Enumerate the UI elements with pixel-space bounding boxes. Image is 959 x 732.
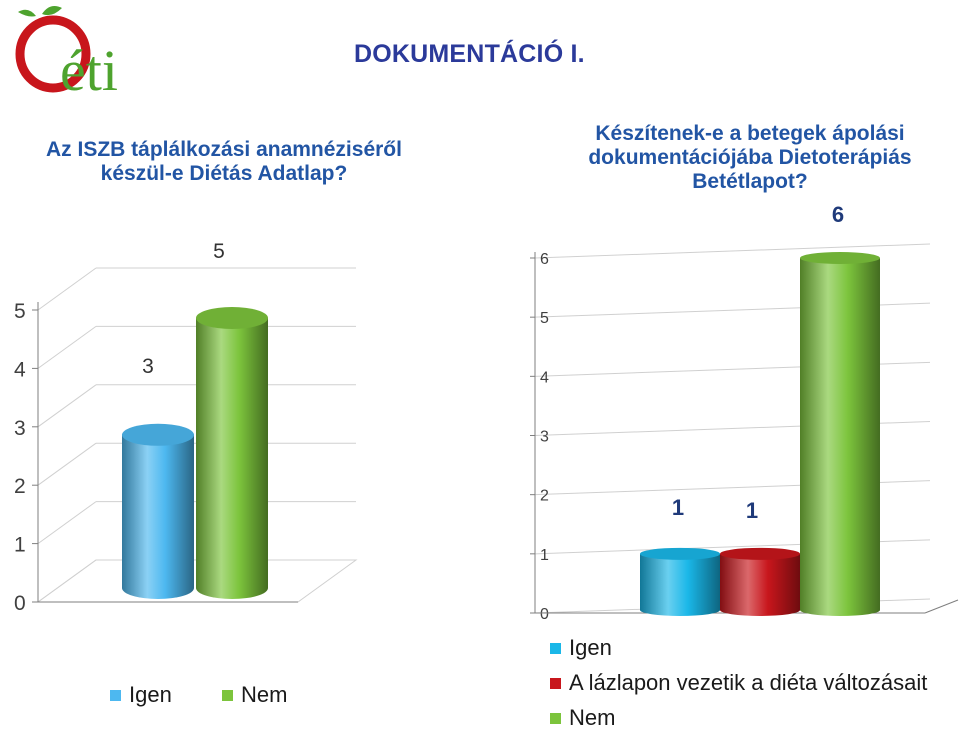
legend-swatch: [550, 642, 561, 654]
data-label: 6: [832, 202, 844, 227]
bar-a: [720, 547, 800, 616]
y-tick-label: 0: [14, 592, 26, 615]
chart1-title: Az ISZB táplálkozási anamnéziséről készü…: [46, 138, 402, 185]
legend-item: Igen: [110, 682, 172, 708]
bar-nem: [800, 252, 880, 616]
legend-label: A lázlapon vezetik a diéta változásait: [569, 670, 928, 695]
bar-top: [122, 423, 194, 446]
legend-swatch: [550, 712, 561, 724]
y-tick-label: 0: [540, 606, 549, 623]
bar-nem: [196, 307, 268, 599]
gridline-side: [37, 267, 97, 311]
legend-label: Igen: [129, 682, 172, 707]
bar-top: [720, 547, 800, 560]
bar-body: [122, 434, 194, 599]
y-tick-label: 5: [14, 300, 26, 323]
chart2-title: Készítenek-e a betegek ápolási dokumentá…: [588, 122, 912, 193]
legend-swatch: [550, 677, 561, 689]
y-tick-label: 4: [540, 369, 549, 386]
bar-body: [720, 553, 800, 616]
bar-body: [196, 318, 268, 599]
y-tick-label: 5: [540, 310, 549, 327]
chart1-plot: 0 1 2 3 4 5 3 5: [14, 240, 358, 615]
legend-item: A lázlapon vezetik a diéta változásait: [550, 670, 927, 696]
data-label: 1: [746, 498, 758, 523]
oeti-logo: éti: [8, 2, 138, 103]
gridline-side: [37, 384, 97, 428]
gridline-side: [37, 501, 97, 545]
gridline-side: [37, 442, 97, 486]
gridline-side: [37, 325, 97, 369]
legend-label: Nem: [241, 682, 288, 707]
y-tick-label: 3: [540, 429, 549, 446]
bar-body: [640, 553, 720, 616]
legend-swatch: [110, 689, 121, 701]
data-label: 5: [213, 240, 225, 263]
bar-top: [800, 252, 880, 264]
y-tick-label: 1: [540, 547, 549, 564]
legend-swatch: [222, 689, 233, 701]
bar-igen: [122, 423, 194, 599]
data-label: 3: [142, 355, 154, 378]
bar-top: [196, 307, 268, 329]
x-axis-perspective: [924, 599, 959, 614]
gridline: [534, 243, 931, 259]
y-tick-label: 6: [540, 251, 549, 268]
bar-body: [800, 258, 880, 616]
y-tick-label: 2: [540, 488, 549, 505]
gridline-side: [37, 559, 97, 603]
legend-item: Nem: [550, 705, 615, 731]
bar-igen: [640, 547, 720, 616]
page-title: DOKUMENTÁCIÓ I.: [354, 40, 585, 68]
bar-top: [640, 547, 720, 560]
data-label: 1: [672, 495, 684, 520]
y-tick-label: 4: [14, 358, 26, 381]
legend-label: Igen: [569, 635, 612, 660]
y-tick-label: 3: [14, 417, 26, 440]
y-tick-label: 2: [14, 475, 26, 498]
y-tick-label: 1: [14, 534, 26, 557]
legend-label: Nem: [569, 705, 616, 730]
chart2-plot: 0 1 2 3 4 5 6 1 1 6: [530, 202, 959, 623]
legend-item: Igen: [550, 635, 612, 661]
legend-item: Nem: [222, 682, 287, 708]
svg-text:éti: éti: [60, 38, 118, 97]
